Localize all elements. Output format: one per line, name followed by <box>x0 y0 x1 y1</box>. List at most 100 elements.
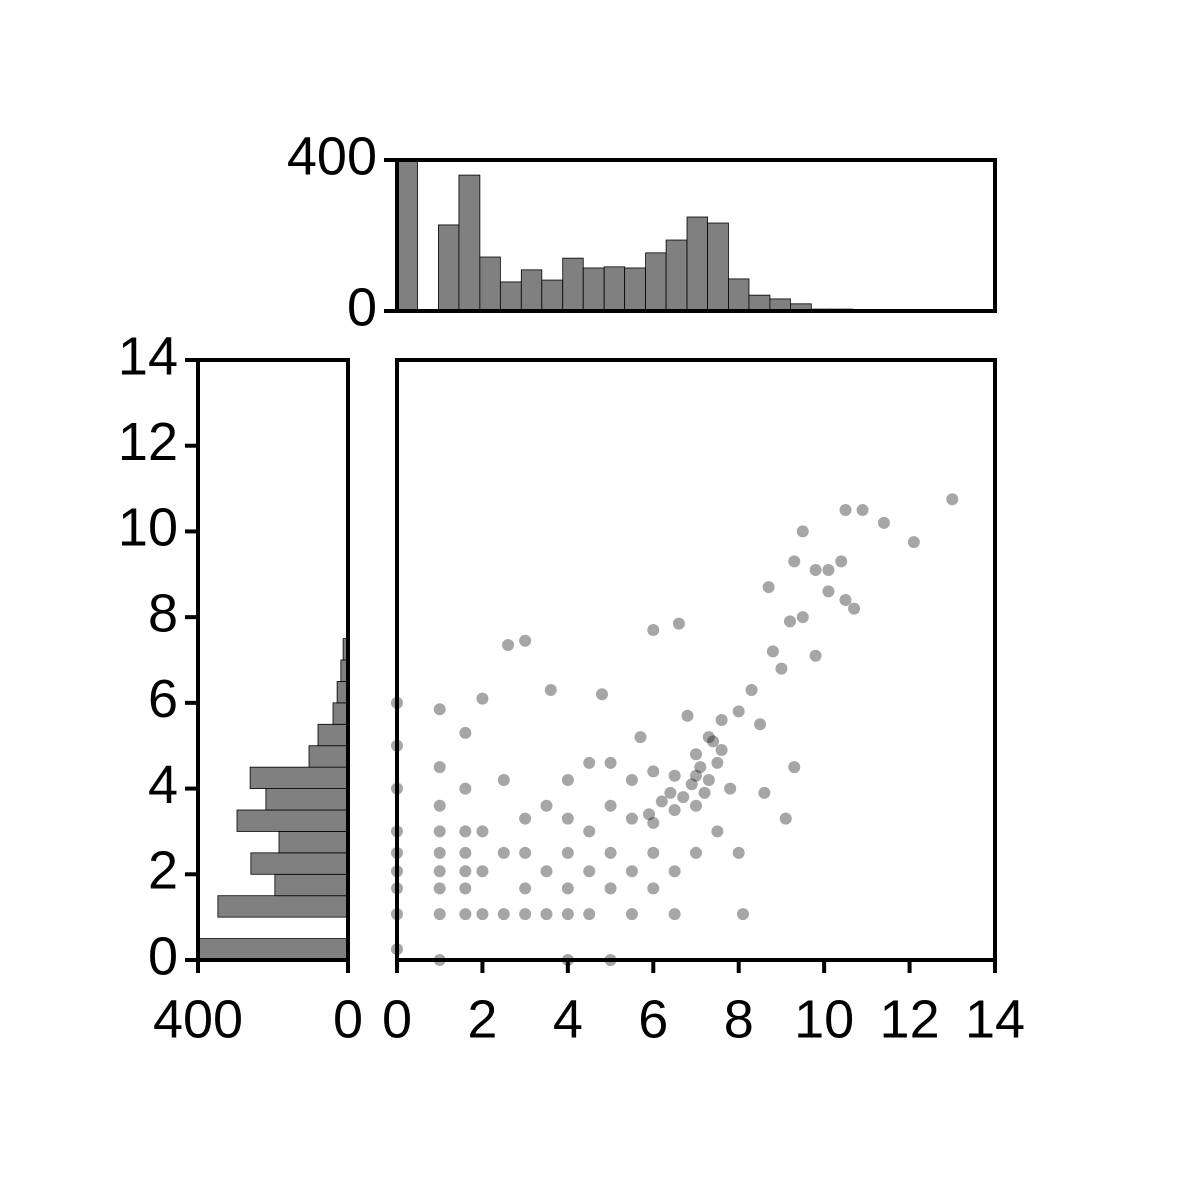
x-tick-label: 8 <box>724 989 754 1049</box>
bar <box>332 702 349 725</box>
point <box>561 882 574 895</box>
bar <box>686 216 708 312</box>
point <box>702 774 715 786</box>
point <box>540 799 553 812</box>
point <box>732 705 745 718</box>
point <box>694 761 707 774</box>
point <box>711 825 724 838</box>
point <box>677 791 690 804</box>
point <box>672 617 685 630</box>
bar <box>249 766 349 789</box>
point <box>459 908 472 921</box>
bar <box>197 938 349 961</box>
point <box>540 865 553 878</box>
bar <box>217 895 349 918</box>
point <box>476 908 489 921</box>
point <box>946 493 959 506</box>
point <box>502 639 515 651</box>
bar <box>728 278 750 312</box>
point <box>745 684 758 696</box>
y-tick-label: 14 <box>118 326 178 386</box>
x-tick-label: 2 <box>467 989 497 1049</box>
point <box>625 908 638 921</box>
point <box>724 782 737 795</box>
x-tick-label: 400 <box>153 989 243 1049</box>
point <box>647 765 660 778</box>
bar <box>582 267 605 312</box>
point <box>690 748 702 761</box>
y-tick-label: 0 <box>347 277 377 337</box>
point <box>668 908 681 921</box>
point <box>519 908 532 921</box>
point <box>433 846 446 859</box>
point <box>433 703 446 716</box>
point <box>655 795 668 808</box>
point <box>788 555 801 568</box>
bar <box>438 224 460 312</box>
point <box>459 782 472 795</box>
point <box>433 882 446 895</box>
point <box>907 536 920 549</box>
point <box>519 634 532 647</box>
point <box>681 709 694 722</box>
point <box>583 908 596 921</box>
bar <box>479 256 501 312</box>
point <box>459 825 472 838</box>
bar <box>317 723 349 747</box>
x-tick-label: 0 <box>382 989 412 1049</box>
point <box>433 761 446 774</box>
point <box>519 846 532 859</box>
x-tick-label: 6 <box>638 989 668 1049</box>
point <box>732 846 745 859</box>
point <box>459 865 472 878</box>
bar <box>274 873 349 897</box>
bar <box>748 294 771 312</box>
bar <box>707 222 729 312</box>
point <box>561 908 574 921</box>
point <box>766 645 779 658</box>
x-tick-label: 10 <box>794 989 854 1049</box>
y-tick-label: 6 <box>148 669 178 729</box>
point <box>433 908 446 921</box>
point <box>664 786 677 799</box>
point <box>540 908 553 921</box>
point <box>685 778 698 791</box>
point <box>604 799 617 812</box>
point <box>835 555 848 568</box>
point <box>647 624 660 636</box>
y-tick-label: 0 <box>148 926 178 986</box>
point <box>561 846 574 859</box>
point <box>596 688 609 701</box>
bar <box>499 281 522 312</box>
bar <box>250 852 349 875</box>
point <box>809 649 822 662</box>
axes-frame <box>196 358 350 962</box>
bar <box>645 252 667 312</box>
point <box>476 865 489 878</box>
bar <box>236 809 349 832</box>
point <box>668 769 681 782</box>
point <box>779 812 792 825</box>
axes-frame <box>395 358 997 962</box>
bar <box>308 745 349 768</box>
bar <box>603 266 626 312</box>
point <box>822 585 835 598</box>
x-tick-label: 0 <box>333 989 363 1049</box>
point <box>711 756 724 769</box>
x-tick-label: 4 <box>553 989 583 1049</box>
point <box>877 516 890 529</box>
point <box>822 564 835 576</box>
y-tick-label: 400 <box>287 126 377 186</box>
point <box>698 786 711 799</box>
bar <box>520 269 543 312</box>
point <box>839 594 852 606</box>
x-tick-label: 14 <box>965 989 1025 1049</box>
point <box>583 865 596 878</box>
panel: 0 2 4 6 8 10 12 14 <box>382 358 1025 1049</box>
point <box>690 846 702 859</box>
point <box>604 846 617 859</box>
point <box>783 615 796 628</box>
point <box>634 731 647 744</box>
point <box>604 756 617 769</box>
point <box>754 718 767 731</box>
